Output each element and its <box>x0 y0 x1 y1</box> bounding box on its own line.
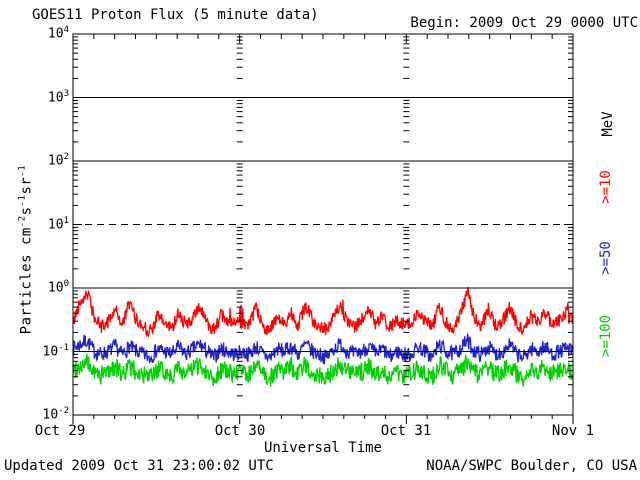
x-tick-nov1: Nov 1 <box>551 423 595 439</box>
x-tick-oct29: Oct 29 <box>34 423 86 439</box>
begin-timestamp: Begin: 2009 Oct 29 0000 UTC <box>410 15 638 31</box>
updated-timestamp: Updated 2009 Oct 31 23:00:02 UTC <box>4 458 274 474</box>
y-tick-label-1e-1: 10-1 <box>42 342 70 359</box>
legend-ge100-label: >=100 <box>598 314 614 358</box>
legend-ge10-label: >=10 <box>598 170 614 204</box>
y-tick-label-1e1: 101 <box>47 215 69 232</box>
y-tick-label-1e-2: 10-2 <box>42 406 70 423</box>
y-tick-label-1e4: 104 <box>47 25 69 42</box>
y-tick-label-1e2: 102 <box>47 152 69 169</box>
y-tick-label-1e3: 103 <box>47 88 69 105</box>
legend-ge50-label: >=50 <box>598 241 614 275</box>
mev-unit-label: MeV <box>600 111 616 137</box>
data-source: NOAA/SWPC Boulder, CO USA <box>426 458 637 474</box>
y-tick-label-1e0: 100 <box>47 279 69 296</box>
page-title: GOES11 Proton Flux (5 minute data) <box>32 7 319 23</box>
x-tick-oct31: Oct 31 <box>380 423 432 439</box>
x-tick-oct30: Oct 30 <box>214 423 266 439</box>
x-axis-title: Universal Time <box>263 440 382 456</box>
